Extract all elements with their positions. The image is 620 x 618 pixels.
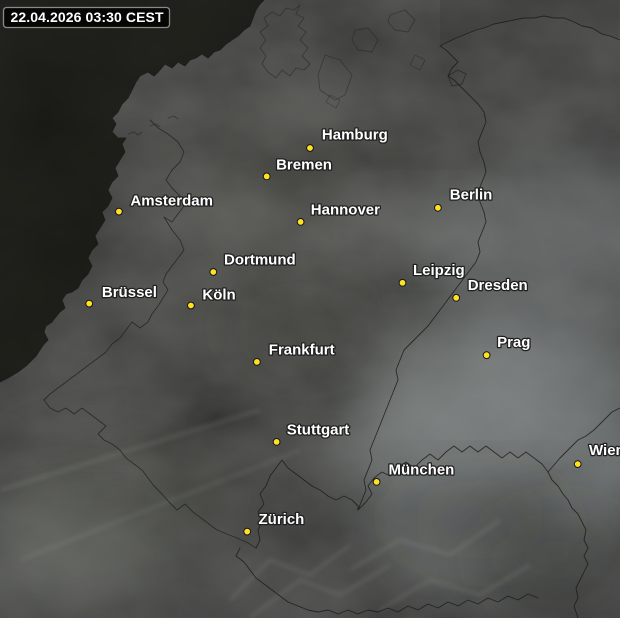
svg-text:Amsterdam: Amsterdam xyxy=(130,193,213,210)
svg-text:Prag: Prag xyxy=(497,334,530,351)
svg-text:München: München xyxy=(389,462,455,479)
svg-text:Dortmund: Dortmund xyxy=(224,252,296,269)
svg-text:Frankfurt: Frankfurt xyxy=(269,342,335,359)
svg-text:Stuttgart: Stuttgart xyxy=(287,422,350,439)
svg-text:Wien: Wien xyxy=(589,442,620,459)
svg-text:Berlin: Berlin xyxy=(450,186,493,203)
svg-text:Leipzig: Leipzig xyxy=(413,262,465,279)
svg-text:22.04.2026 03:30 CEST: 22.04.2026 03:30 CEST xyxy=(11,9,164,25)
svg-text:Köln: Köln xyxy=(202,287,235,304)
svg-text:Bremen: Bremen xyxy=(276,157,332,174)
svg-text:Hamburg: Hamburg xyxy=(322,127,388,144)
svg-text:Brüssel: Brüssel xyxy=(102,284,157,301)
svg-text:Hannover: Hannover xyxy=(311,202,380,219)
svg-text:Zürich: Zürich xyxy=(259,511,305,528)
svg-text:Dresden: Dresden xyxy=(468,277,528,294)
